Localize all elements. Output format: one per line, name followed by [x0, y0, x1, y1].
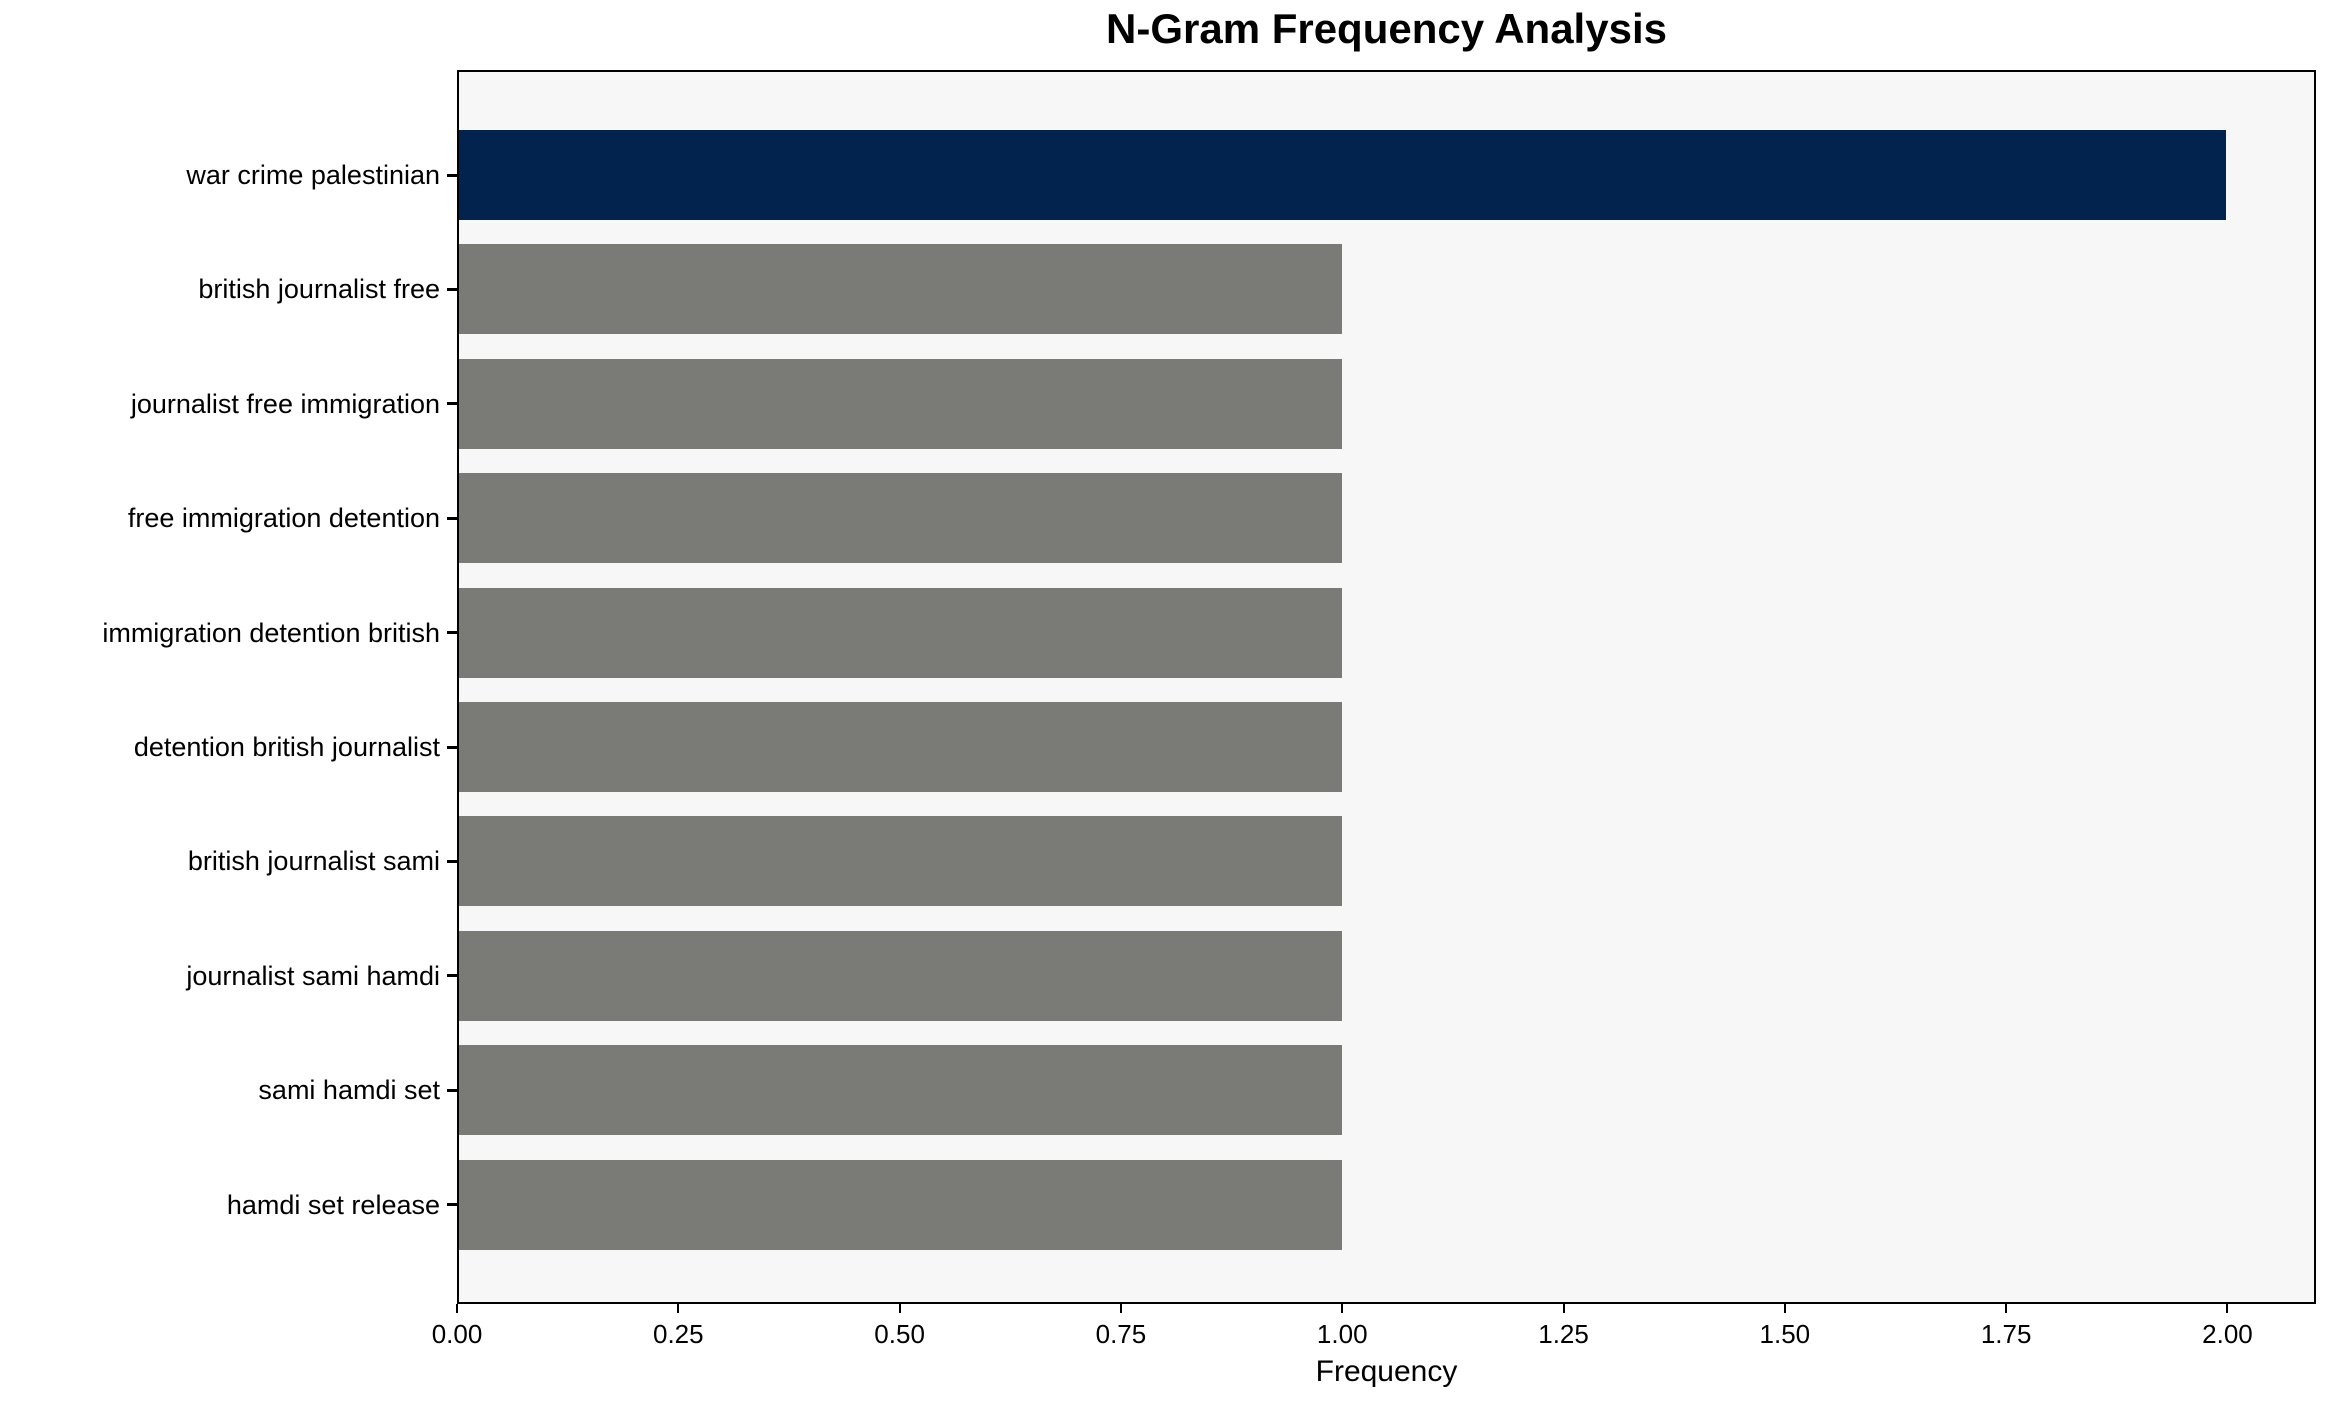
bar: [459, 1159, 1343, 1250]
y-tick-mark: [447, 631, 457, 635]
y-axis-labels: war crime palestinian british journalist …: [0, 70, 440, 1304]
chart-title: N-Gram Frequency Analysis: [1106, 5, 1667, 52]
x-tick-mark: [1341, 1304, 1344, 1313]
x-tick-mark: [2226, 1304, 2229, 1313]
x-tick-label: 0.25: [652, 1319, 704, 1349]
bar: [459, 930, 1343, 1021]
y-tick-mark: [447, 1088, 457, 1092]
y-tick-label: war crime palestinian: [186, 160, 440, 190]
y-tick-mark: [447, 745, 457, 749]
x-tick-mark: [2005, 1304, 2008, 1313]
y-tick-label: british journalist sami: [187, 846, 440, 877]
bar: [459, 358, 1343, 449]
y-tick-mark: [447, 859, 457, 863]
x-tick-label: 1.75: [1980, 1319, 2032, 1349]
y-tick-mark: [447, 402, 457, 406]
x-tick-mark: [1562, 1304, 1565, 1313]
x-tick-mark: [677, 1304, 680, 1313]
y-tick-mark: [447, 173, 457, 177]
x-axis-label: Frequency: [1315, 1355, 1458, 1388]
x-tick-label: 1.50: [1759, 1319, 1811, 1349]
bar: [459, 702, 1343, 792]
x-tick-mark: [898, 1304, 901, 1313]
bar: [459, 130, 2226, 220]
y-tick-label: journalist sami hamdi: [186, 960, 440, 991]
y-tick-label: british journalist free: [198, 274, 440, 305]
x-tick-label: 0.75: [1095, 1319, 1147, 1349]
x-tick-label: 0.00: [431, 1319, 483, 1349]
bar: [459, 473, 1343, 564]
bar: [459, 816, 1343, 907]
bar: [459, 244, 1343, 335]
y-tick-label: detention british journalist: [133, 732, 440, 762]
x-tick-label: 0.50: [874, 1319, 925, 1349]
y-tick-label: sami hamdi set: [258, 1075, 440, 1106]
x-tick-label: 1.00: [1316, 1319, 1368, 1349]
x-tick-label: 2.00: [2202, 1319, 2253, 1349]
y-tick-label: journalist free immigration: [130, 388, 440, 419]
y-tick-mark: [447, 974, 457, 978]
bar: [459, 587, 1343, 678]
x-tick-mark: [456, 1304, 458, 1313]
y-tick-mark: [447, 1203, 457, 1207]
y-tick-label: hamdi set release: [226, 1189, 440, 1220]
y-tick-mark: [447, 287, 457, 291]
x-tick-mark: [1119, 1304, 1122, 1313]
x-tick-mark: [1783, 1304, 1786, 1313]
bar: [459, 1045, 1343, 1136]
y-tick-mark: [447, 516, 457, 520]
y-tick-label: free immigration detention: [127, 503, 440, 534]
y-tick-label: immigration detention british: [102, 617, 440, 648]
plot-area: [457, 70, 2316, 1304]
x-tick-label: 1.25: [1538, 1319, 1589, 1349]
